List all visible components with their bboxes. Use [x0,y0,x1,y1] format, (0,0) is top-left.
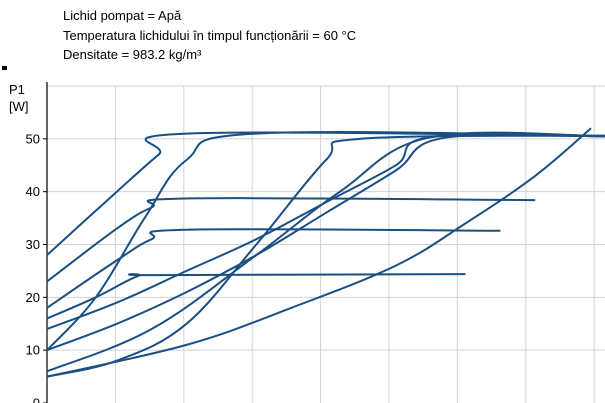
y-tick-label: 40 [26,184,40,199]
series-line-8 [46,228,501,309]
grid [47,85,605,403]
series-line-5 [46,127,592,378]
y-tick-label: 30 [26,237,40,252]
y-tick-label: 50 [26,131,40,146]
liquid-temperature-label: Temperatura lichidului în timpul funcțio… [63,28,357,43]
series-lines [46,127,605,378]
series-line-7 [46,133,605,330]
y-tick-label: 20 [26,290,40,305]
pumped-liquid-label: Lichid pompat = Apă [63,8,182,23]
axes [43,82,48,403]
y-axis-label-p1: P1 [9,82,25,97]
series-line-3 [46,134,605,378]
y-tick-label: 10 [26,343,40,358]
series-line-1 [46,131,605,256]
y-tick-labels: 0 10 20 30 40 50 [26,131,40,403]
series-line-6 [46,197,536,283]
series-line-9 [46,133,605,352]
y-axis-label-unit: [W] [9,99,29,114]
series-line-4 [46,131,605,373]
density-label: Densitate = 983.2 kg/m³ [63,47,202,62]
corner-marker [2,66,7,70]
y-tick-label: 0 [33,396,40,403]
series-line-10 [46,273,466,320]
